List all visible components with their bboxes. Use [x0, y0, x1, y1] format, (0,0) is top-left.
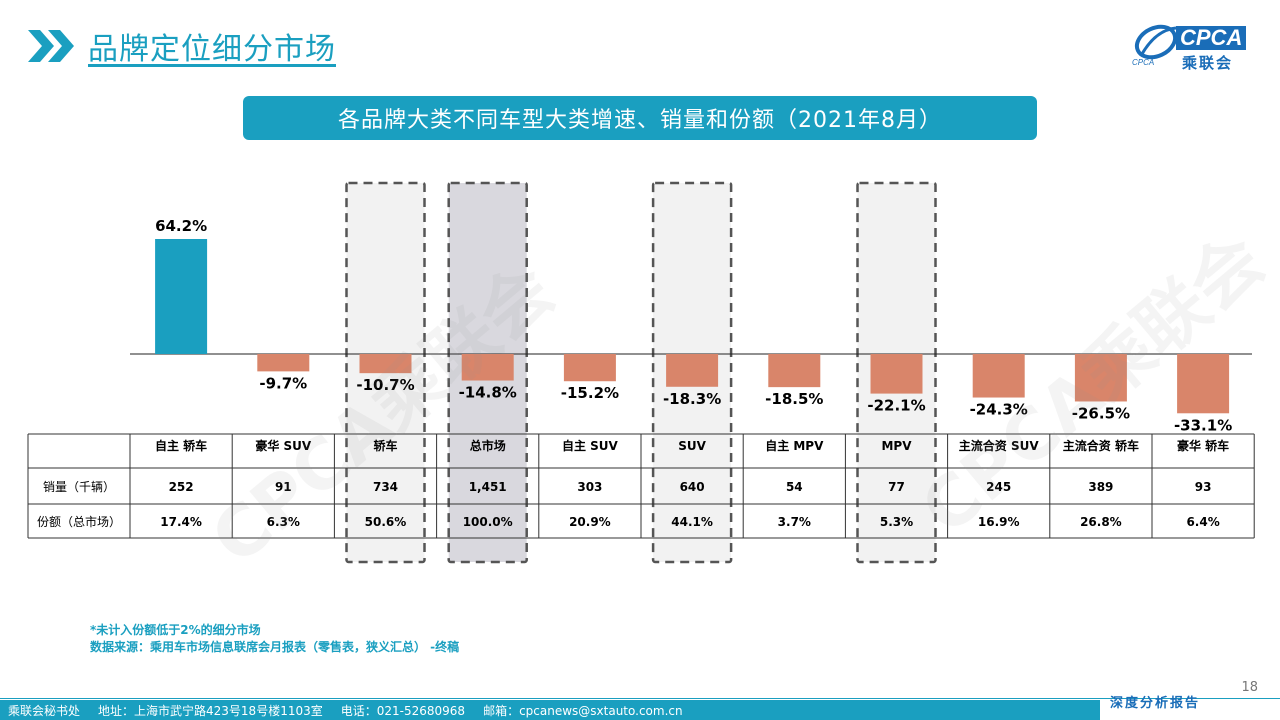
bar: [768, 354, 821, 388]
logo-swirl-icon: [1134, 24, 1178, 60]
category-label: 自主 MPV: [765, 438, 824, 453]
bar: [972, 354, 1025, 398]
bar: [1074, 354, 1127, 402]
data-label: -18.5%: [765, 390, 823, 408]
category-label: 自主 SUV: [562, 438, 619, 453]
category-label: 豪华 轿车: [1177, 438, 1229, 453]
bar: [257, 354, 310, 372]
page-title: 品牌定位细分市场: [88, 32, 336, 67]
table-cell: 93: [1195, 480, 1212, 494]
table-cell: 252: [169, 480, 194, 494]
data-label: -33.1%: [1174, 416, 1232, 434]
table-cell: 5.3%: [880, 515, 913, 529]
table-cell: 20.9%: [569, 515, 611, 529]
table-cell: 3.7%: [778, 515, 811, 529]
table-cell: 6.3%: [267, 515, 300, 529]
bar: [1177, 354, 1230, 414]
table-row-label: 份额（总市场）: [37, 514, 121, 529]
table-cell: 640: [680, 480, 705, 494]
footer-org: 乘联会秘书处: [8, 703, 81, 718]
data-label: -15.2%: [561, 384, 619, 402]
chart-title: 各品牌大类不同车型大类增速、销量和份额（2021年8月）: [338, 108, 942, 133]
logo-small-text: CPCA: [1132, 58, 1155, 67]
page-header: 品牌定位细分市场: [26, 24, 336, 68]
footer-address: 地址：上海市武宁路423号18号楼1103室: [98, 703, 323, 718]
category-label: 自主 轿车: [155, 438, 207, 453]
data-label: 64.2%: [155, 217, 207, 235]
table-row-label: 销量（千辆）: [43, 480, 115, 494]
table-cell: 91: [275, 480, 292, 494]
footer-bar: 乘联会秘书处 地址：上海市武宁路423号18号楼1103室 电话：021-526…: [0, 700, 1100, 720]
table-cell: 1,451: [469, 480, 507, 494]
logo-text: CPCA: [1176, 26, 1247, 50]
chart-title-banner: 各品牌大类不同车型大类增速、销量和份额（2021年8月）: [243, 96, 1037, 140]
footer-divider: [0, 698, 1280, 699]
table-cell: 734: [373, 480, 398, 494]
table-cell: 303: [577, 480, 602, 494]
bar: [359, 354, 412, 374]
logo-subtitle: 乘联会: [1182, 54, 1234, 72]
table-cell: 389: [1088, 480, 1113, 494]
note-line-2: 数据来源：乘用车市场信息联席会月报表（零售表，狭义汇总） -终稿: [90, 640, 460, 654]
category-label: 豪华 SUV: [255, 438, 312, 453]
table-cell: 100.0%: [463, 515, 513, 529]
category-label: 主流合资 轿车: [1063, 438, 1139, 453]
category-label: MPV: [881, 439, 912, 453]
bar: [563, 354, 616, 382]
bar: [155, 239, 208, 354]
page-number: 18: [1241, 680, 1258, 695]
chart-notes: *未计入份额低于2%的细分市场 数据来源：乘用车市场信息联席会月报表（零售表，狭…: [90, 622, 459, 656]
bar: [870, 354, 923, 394]
data-label: -18.3%: [663, 390, 721, 408]
table-cell: 26.8%: [1080, 515, 1122, 529]
category-label: SUV: [678, 439, 706, 453]
table-cell: 17.4%: [160, 515, 202, 529]
table-cell: 50.6%: [365, 515, 407, 529]
chevron-right-icon: [28, 30, 74, 62]
category-label: 总市场: [470, 438, 506, 453]
table-cell: 245: [986, 480, 1011, 494]
data-label: -10.7%: [356, 376, 414, 394]
note-line-1: *未计入份额低于2%的细分市场: [90, 623, 261, 637]
cpca-logo: CPCA 乘联会 CPCA: [1132, 20, 1252, 74]
category-label: 主流合资 SUV: [959, 438, 1040, 453]
table-cell: 44.1%: [671, 515, 713, 529]
data-label: -9.7%: [259, 374, 307, 392]
footer-tag: 深度分析报告: [1110, 696, 1201, 711]
bar: [666, 354, 719, 387]
category-label: 轿车: [373, 438, 397, 453]
table-cell: 6.4%: [1186, 515, 1219, 529]
bar-chart: 64.2% -9.7% -10.7% -14.8% -15.2% -18.3% -18.5%…: [27, 181, 1255, 564]
data-label: -14.8%: [459, 384, 517, 402]
table-cell: 16.9%: [978, 515, 1020, 529]
data-label: -24.3%: [970, 401, 1028, 419]
bar: [461, 354, 514, 381]
data-label: -22.1%: [867, 397, 925, 415]
footer-email: 邮箱：cpcanews@sxtauto.com.cn: [483, 703, 683, 718]
table-cell: 54: [786, 480, 803, 494]
footer-phone: 电话：021-52680968: [340, 703, 466, 718]
table-cell: 77: [888, 480, 905, 494]
data-label: -26.5%: [1072, 404, 1130, 422]
